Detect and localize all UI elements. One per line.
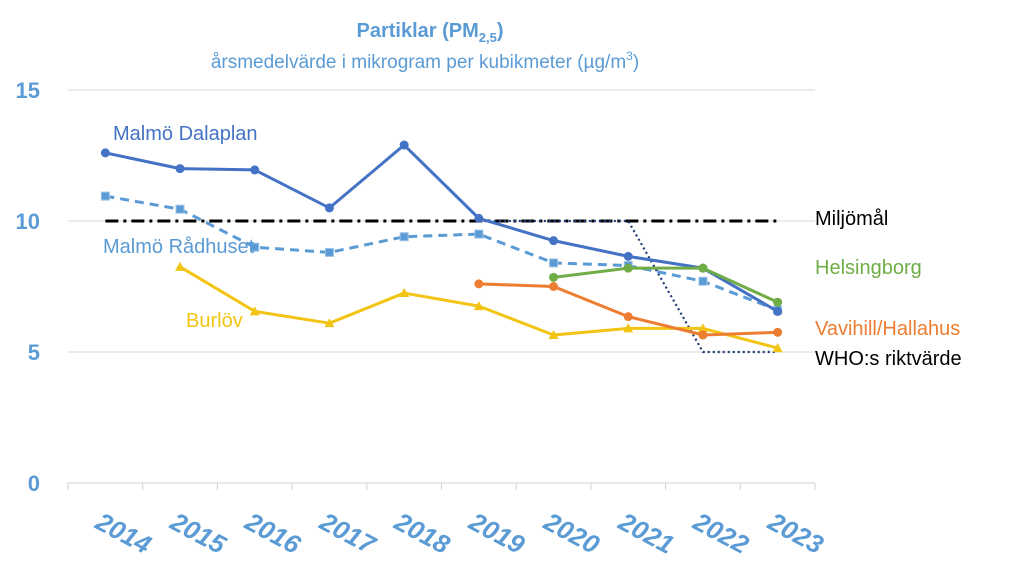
point-burl-v <box>399 288 410 298</box>
chart-title-close: ) <box>497 20 504 42</box>
label-malm-r-dhuset: Malmö Rådhuset <box>103 236 255 258</box>
point-helsingborg <box>698 263 708 273</box>
y-tick-label-5: 5 <box>28 340 40 365</box>
label-who-s-riktv-rde: WHO:s riktvärde <box>815 348 962 370</box>
chart-title-main: Partiklar (PM <box>356 20 478 42</box>
x-tick-label-2023: 2023 <box>762 506 829 560</box>
series-malm-r-dhuset <box>100 191 783 315</box>
point-malm-dalaplan <box>250 165 260 175</box>
label-malm-dalaplan: Malmö Dalaplan <box>113 123 258 145</box>
point-vavihill-hallahus <box>773 327 783 337</box>
chart-subtitle-main: årsmedelvärde i mikrogram per kubikmeter… <box>211 52 626 73</box>
point-malm-dalaplan <box>324 203 334 213</box>
point-malm-r-dhuset <box>324 247 334 257</box>
series-vavihill-hallahus <box>474 279 783 340</box>
point-malm-r-dhuset <box>250 242 260 252</box>
point-malm-dalaplan <box>773 306 783 316</box>
series-labels: Malmö Dalaplan Malmö Rådhuset Burlöv Miljöm… <box>103 123 962 370</box>
point-burl-v <box>548 329 559 339</box>
x-tick-label-2016: 2016 <box>240 506 307 560</box>
point-vavihill-hallahus <box>698 330 708 340</box>
y-tick-label-15: 15 <box>16 78 40 103</box>
point-helsingborg <box>549 272 559 282</box>
chart-title: Partiklar (PM2,5) <box>356 20 503 45</box>
point-burl-v <box>697 323 708 333</box>
point-malm-dalaplan <box>175 164 185 174</box>
series-helsingborg <box>549 263 783 307</box>
x-tick-label-2020: 2020 <box>538 506 605 560</box>
chart-subtitle-close: ) <box>633 52 639 73</box>
y-tick-label-0: 0 <box>28 471 40 496</box>
x-tick-label-2019: 2019 <box>464 506 531 560</box>
point-malm-dalaplan <box>623 251 633 261</box>
x-tick-label-2017: 2017 <box>314 506 381 561</box>
label-helsingborg: Helsingborg <box>815 257 922 279</box>
point-malm-r-dhuset <box>100 191 110 201</box>
series-line-malm-dalaplan <box>105 143 779 313</box>
point-burl-v <box>473 301 484 311</box>
chart-subtitle-superscript: 3 <box>626 49 633 63</box>
series-line-malm-r-dhuset <box>105 194 779 312</box>
label-burl-v: Burlöv <box>186 310 243 332</box>
point-malm-dalaplan <box>474 213 484 223</box>
series-line-helsingborg <box>553 266 779 304</box>
y-tick-label-10: 10 <box>16 209 40 234</box>
point-burl-v <box>623 323 634 333</box>
x-tick-label-2015: 2015 <box>165 506 232 560</box>
series-malm-dalaplan <box>100 140 783 316</box>
point-malm-dalaplan <box>549 236 559 246</box>
point-malm-r-dhuset <box>399 232 409 242</box>
series-group <box>100 140 783 354</box>
point-malm-r-dhuset <box>549 258 559 268</box>
x-tick-label-2018: 2018 <box>389 506 456 560</box>
point-malm-r-dhuset <box>698 276 708 286</box>
point-helsingborg <box>623 263 633 273</box>
x-tick-label-2022: 2022 <box>688 506 755 560</box>
series-burl-v <box>175 261 783 353</box>
x-tick-label-2021: 2021 <box>613 506 679 560</box>
point-vavihill-hallahus <box>474 279 484 289</box>
point-burl-v <box>324 318 335 328</box>
point-malm-r-dhuset <box>474 229 484 239</box>
x-tick-label-2014: 2014 <box>90 506 157 560</box>
point-vavihill-hallahus <box>623 312 633 322</box>
point-malm-r-dhuset <box>175 204 185 214</box>
point-burl-v <box>249 306 260 316</box>
point-malm-dalaplan <box>100 148 110 158</box>
point-malm-dalaplan <box>399 140 409 150</box>
label-milj-m-l: Miljömål <box>815 208 888 230</box>
point-helsingborg <box>773 297 783 307</box>
chart-subtitle: årsmedelvärde i mikrogram per kubikmeter… <box>211 49 639 73</box>
label-vavihill-hallahus: Vavihill/Hallahus <box>815 318 960 340</box>
point-vavihill-hallahus <box>549 282 559 291</box>
point-burl-v <box>772 343 783 353</box>
chart-title-subscript: 2,5 <box>479 30 497 45</box>
point-burl-v <box>175 261 186 271</box>
